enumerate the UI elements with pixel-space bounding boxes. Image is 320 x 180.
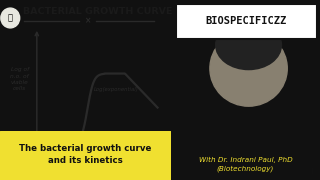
Text: The bacterial growth curve
and its kinetics: The bacterial growth curve and its kinet…: [20, 144, 152, 165]
Text: With Dr. Indrani Paul, PhD
(Biotechnology): With Dr. Indrani Paul, PhD (Biotechnolog…: [199, 157, 292, 172]
Text: 🌿: 🌿: [8, 14, 13, 22]
Ellipse shape: [216, 21, 282, 69]
Circle shape: [1, 8, 20, 28]
Text: Log of
n.o. of
viable
cells: Log of n.o. of viable cells: [10, 67, 29, 91]
Ellipse shape: [210, 31, 287, 106]
Text: Log(exponential): Log(exponential): [94, 87, 139, 93]
FancyBboxPatch shape: [176, 4, 317, 39]
FancyBboxPatch shape: [179, 113, 313, 180]
Ellipse shape: [185, 130, 312, 180]
Text: BACTERIAL GROWTH CURVE: BACTERIAL GROWTH CURVE: [23, 7, 172, 16]
FancyBboxPatch shape: [0, 131, 176, 180]
Text: BIOSPECIFICZZ: BIOSPECIFICZZ: [206, 16, 287, 26]
Text: ×: ×: [84, 16, 91, 25]
Text: Time: Time: [82, 157, 96, 162]
Text: Lag: Lag: [58, 138, 69, 143]
